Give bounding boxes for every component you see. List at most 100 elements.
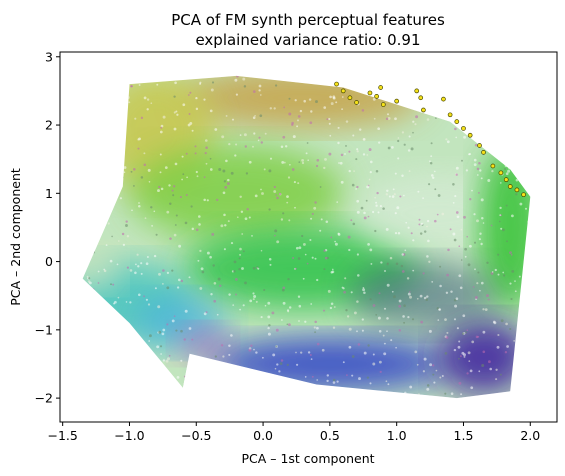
speckle-point bbox=[253, 132, 256, 135]
speckle-point bbox=[473, 163, 477, 167]
speckle-point bbox=[259, 94, 262, 96]
speckle-point bbox=[96, 195, 99, 198]
speckle-point bbox=[464, 247, 467, 251]
cloud-body bbox=[82, 75, 531, 399]
speckle-point bbox=[495, 402, 497, 404]
speckle-point bbox=[467, 81, 471, 85]
speckle-point bbox=[303, 389, 306, 392]
speckle-point bbox=[284, 145, 288, 148]
speckle-point bbox=[448, 105, 451, 108]
speckle-point bbox=[112, 407, 115, 410]
speckle-point bbox=[466, 329, 469, 332]
speckle-point bbox=[258, 136, 261, 139]
speckle-point bbox=[174, 81, 177, 85]
speckle-point bbox=[67, 76, 70, 79]
speckle-point bbox=[164, 67, 166, 69]
speckle-point bbox=[392, 188, 395, 191]
speckle-point bbox=[193, 70, 196, 73]
speckle-point bbox=[204, 139, 208, 142]
speckle-point bbox=[348, 169, 351, 173]
speckle-point bbox=[297, 295, 301, 298]
speckle-point bbox=[416, 363, 419, 366]
speckle-point bbox=[375, 79, 378, 82]
speckle-point bbox=[358, 408, 361, 411]
speckle-point bbox=[529, 162, 531, 165]
speckle-point bbox=[460, 55, 462, 57]
speckle-point bbox=[534, 325, 537, 328]
speckle-point bbox=[500, 404, 502, 406]
speckle-point bbox=[427, 239, 430, 243]
speckle-point bbox=[187, 94, 190, 96]
speckle-point bbox=[239, 247, 242, 251]
speckle-point bbox=[145, 262, 149, 266]
speckle-point bbox=[75, 256, 77, 258]
speckle-point bbox=[509, 282, 512, 285]
speckle-point bbox=[175, 329, 178, 332]
speckle-point bbox=[119, 330, 123, 334]
speckle-point bbox=[424, 402, 427, 405]
speckle-point bbox=[357, 274, 360, 277]
speckle-point bbox=[117, 296, 120, 299]
speckle-point bbox=[299, 402, 301, 404]
highlight-point bbox=[503, 177, 509, 183]
speckle-point bbox=[169, 202, 172, 206]
speckle-point bbox=[89, 281, 92, 285]
speckle-point bbox=[370, 262, 373, 265]
speckle-point bbox=[470, 386, 474, 390]
speckle-point bbox=[67, 79, 69, 81]
speckle-point bbox=[537, 345, 539, 347]
speckle-point bbox=[76, 212, 78, 214]
speckle-point bbox=[550, 365, 553, 368]
speckle-point bbox=[199, 82, 202, 85]
speckle-point bbox=[537, 286, 540, 289]
speckle-point bbox=[346, 315, 350, 318]
speckle-point bbox=[450, 290, 453, 293]
speckle-point bbox=[439, 265, 442, 268]
speckle-point bbox=[91, 396, 94, 399]
speckle-point bbox=[274, 405, 276, 407]
speckle-point bbox=[528, 126, 531, 129]
speckle-point bbox=[286, 201, 289, 204]
speckle-point bbox=[65, 411, 67, 413]
speckle-point bbox=[484, 308, 488, 311]
speckle-point bbox=[131, 209, 133, 212]
speckle-point bbox=[429, 161, 433, 165]
speckle-point bbox=[173, 315, 176, 318]
speckle-point bbox=[356, 300, 359, 303]
speckle-point bbox=[191, 129, 194, 132]
speckle-point bbox=[489, 367, 493, 371]
speckle-point bbox=[385, 193, 388, 196]
speckle-point bbox=[324, 157, 327, 161]
speckle-point bbox=[404, 249, 407, 252]
speckle-point bbox=[480, 242, 483, 246]
speckle-point bbox=[286, 195, 289, 198]
speckle-point bbox=[181, 178, 183, 181]
speckle-point bbox=[261, 192, 264, 195]
speckle-point bbox=[333, 306, 336, 308]
speckle-point bbox=[156, 83, 159, 86]
speckle-point bbox=[342, 59, 344, 61]
speckle-point bbox=[332, 326, 336, 329]
speckle-point bbox=[115, 192, 119, 196]
speckle-point bbox=[552, 135, 554, 137]
speckle-point bbox=[123, 171, 126, 174]
speckle-point bbox=[405, 221, 408, 224]
speckle-point bbox=[356, 199, 360, 203]
speckle-point bbox=[459, 84, 462, 87]
speckle-point bbox=[350, 219, 353, 222]
speckle-point bbox=[212, 372, 215, 375]
speckle-point bbox=[389, 89, 392, 92]
speckle-point bbox=[363, 211, 366, 215]
speckle-point bbox=[517, 168, 520, 171]
speckle-point bbox=[431, 281, 434, 283]
speckle-point bbox=[307, 403, 309, 405]
speckle-point bbox=[426, 118, 430, 121]
speckle-point bbox=[543, 61, 545, 63]
speckle-point bbox=[72, 210, 74, 212]
speckle-point bbox=[432, 113, 435, 116]
speckle-point bbox=[267, 315, 271, 319]
speckle-point bbox=[482, 330, 486, 334]
speckle-point bbox=[387, 116, 391, 120]
speckle-point bbox=[552, 184, 554, 186]
speckle-point bbox=[426, 219, 430, 223]
